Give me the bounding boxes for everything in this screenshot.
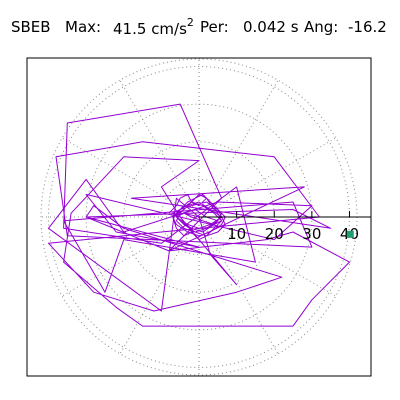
- grid-spoke-240: [119, 216, 200, 355]
- trace-layer: [48, 103, 350, 327]
- chart-title: SBEB Max: 41.5 cm/s2 Per: 0.042 s Ang: -…: [0, 0, 400, 56]
- max-value: 41.5 cm/s2: [113, 16, 194, 38]
- radial-tick-label-30: 30: [302, 225, 321, 243]
- ang-label: Ang:: [304, 18, 339, 36]
- max-label: Max:: [65, 18, 102, 36]
- trace-line-0: [48, 103, 350, 327]
- marker-layer: [346, 230, 354, 238]
- ang-value: -16.2: [348, 18, 387, 36]
- radial-tick-label-20: 20: [265, 225, 284, 243]
- per-value: 0.042 s: [243, 18, 299, 36]
- grid-spoke-30: [198, 137, 337, 218]
- radial-tick-label-10: 10: [227, 225, 246, 243]
- station-code: SBEB: [11, 18, 51, 36]
- peak-marker-0: [346, 230, 354, 238]
- trace-line-1: [168, 193, 226, 241]
- per-label: Per:: [200, 18, 229, 36]
